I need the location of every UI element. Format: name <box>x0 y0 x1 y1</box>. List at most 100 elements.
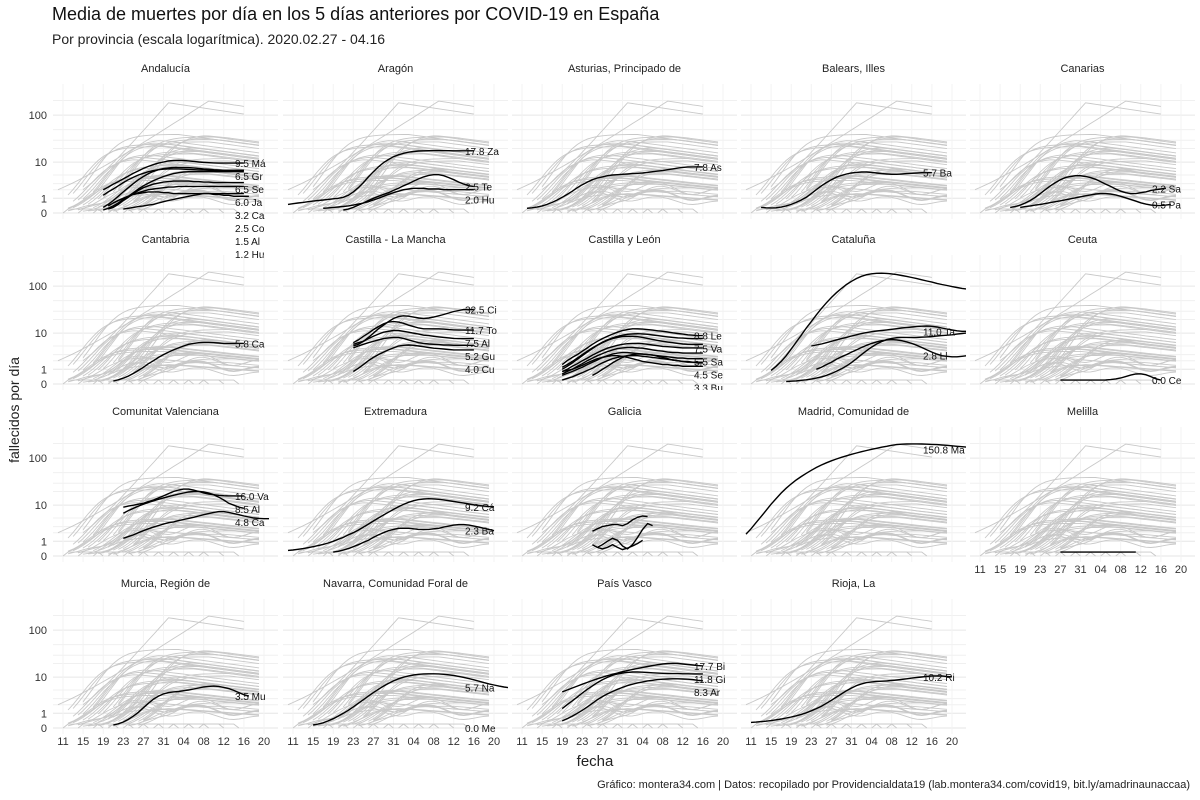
background-series-line <box>1115 208 1157 214</box>
background-series-line <box>826 343 948 378</box>
x-tick-label: 12 <box>1134 564 1147 576</box>
background-series-line <box>536 499 719 544</box>
background-series-line <box>765 499 948 544</box>
facet-panel: País Vasco 17.7 Bi 11.8 Gi 8.3 Ar <box>512 575 737 734</box>
series-line <box>561 342 703 373</box>
y-tick-label: 100 <box>29 625 47 637</box>
facet-panel: Andalucía 9.5 Má 6.5 Gr 6.5 Se 6.0 Ja 3.2 Ca 2… <box>29 60 278 261</box>
x-tick-label: 31 <box>157 736 170 748</box>
background-series-line <box>785 496 948 543</box>
x-tick-label: 08 <box>197 736 210 748</box>
facet-panel: Madrid, Comunidad de 150.8 Ma <box>741 403 966 562</box>
background-series-line <box>307 156 490 201</box>
y-tick-label: 10 <box>35 157 47 169</box>
series-end-label: 6.5 Se <box>235 185 264 196</box>
series-line <box>122 490 245 514</box>
background-series-line <box>602 650 719 703</box>
background-series-line <box>826 515 948 550</box>
series-end-label: 5.8 Ca <box>235 339 265 350</box>
background-series-line <box>571 656 719 708</box>
background-series-line <box>82 649 260 703</box>
background-series-line <box>541 305 719 359</box>
background-series-line <box>755 177 948 209</box>
background-series-line <box>88 190 260 212</box>
background-series-line <box>1039 495 1177 542</box>
background-series-line <box>1029 141 1177 193</box>
background-series-line <box>338 708 490 727</box>
background-series-line <box>994 327 1177 372</box>
background-series-line <box>657 379 699 385</box>
series-end-label: 3.2 Ca <box>235 211 265 222</box>
background-series-line <box>526 520 719 552</box>
background-series-line <box>322 660 490 709</box>
background-series-line <box>816 190 948 212</box>
chart-subtitle: Por provincia (escala logarítmica). 2020… <box>52 31 386 47</box>
background-series-line <box>745 615 932 706</box>
background-series-line <box>97 324 260 371</box>
series-line <box>352 344 474 373</box>
background-series-line <box>318 190 490 212</box>
background-series-line <box>318 361 490 383</box>
background-series-line <box>805 479 948 532</box>
background-series-line <box>805 651 948 704</box>
facet-panel: Melilla <box>970 403 1195 562</box>
background-series-line <box>297 692 490 724</box>
background-series-line <box>755 522 948 553</box>
series-line <box>561 671 703 710</box>
background-series-line <box>98 182 260 212</box>
background-series-line <box>1055 172 1177 207</box>
x-tick-label: 11 <box>974 564 986 576</box>
y-tick-label: 10 <box>35 328 47 340</box>
background-series-line <box>999 338 1177 377</box>
facet-plot: 8.8 Le7.5 Va5.5 Sa4.5 Se3.3 Bu2.3 Av1.8 … <box>512 255 737 390</box>
background-series-line <box>551 488 719 537</box>
background-series-line <box>108 193 260 212</box>
background-series-line <box>318 533 490 555</box>
series-line <box>592 515 648 532</box>
background-series-line <box>198 208 240 214</box>
background-series-line <box>541 649 719 703</box>
facet-title: Navarra, Comunidad Foral de <box>323 578 468 590</box>
background-series-line <box>328 353 490 383</box>
series-line <box>561 662 703 693</box>
background-series-line <box>327 496 490 543</box>
background-series-line <box>1024 337 1177 376</box>
background-series-line <box>786 697 948 727</box>
background-series-line <box>755 694 948 725</box>
background-series-line <box>67 317 260 367</box>
background-series-line <box>297 348 490 380</box>
series-line <box>816 338 966 370</box>
background-series-line <box>363 675 490 718</box>
background-series-line <box>780 316 948 365</box>
background-series-line <box>576 651 719 704</box>
background-series-line <box>765 156 948 201</box>
series-end-label: 3.3 Bu <box>694 384 723 390</box>
facet-plot: 11.0 Ta 2.8 Ll <box>741 255 966 390</box>
facet-title: Andalucía <box>141 63 190 75</box>
background-series-line <box>1039 152 1177 199</box>
background-series-line <box>770 649 948 703</box>
chart-caption: Gráfico: montera34.com | Datos: recopila… <box>597 779 1190 791</box>
background-series-line <box>780 145 948 194</box>
series-end-label: 0.0 Ce <box>1152 376 1182 387</box>
background-series-line <box>312 134 490 188</box>
x-tick-label: 15 <box>306 736 320 748</box>
x-tick-label: 20 <box>1174 564 1188 576</box>
background-series-line <box>776 533 948 555</box>
series-end-label: 11.7 To <box>465 326 497 337</box>
x-tick-label: 27 <box>137 736 150 748</box>
y-tick-label: 100 <box>29 453 47 465</box>
background-series-line <box>526 348 719 380</box>
background-series-line <box>428 551 470 557</box>
background-series-line <box>745 271 932 362</box>
background-series-line <box>108 536 260 555</box>
background-series-line <box>526 317 719 367</box>
background-series-line <box>312 682 490 721</box>
x-tick-label: 16 <box>696 736 709 748</box>
x-tick-label: 12 <box>905 736 918 748</box>
series-line <box>333 523 495 553</box>
series-line <box>323 187 474 209</box>
series-line <box>1020 192 1171 209</box>
x-tick-label: 16 <box>467 736 480 748</box>
background-series-line <box>373 478 490 531</box>
